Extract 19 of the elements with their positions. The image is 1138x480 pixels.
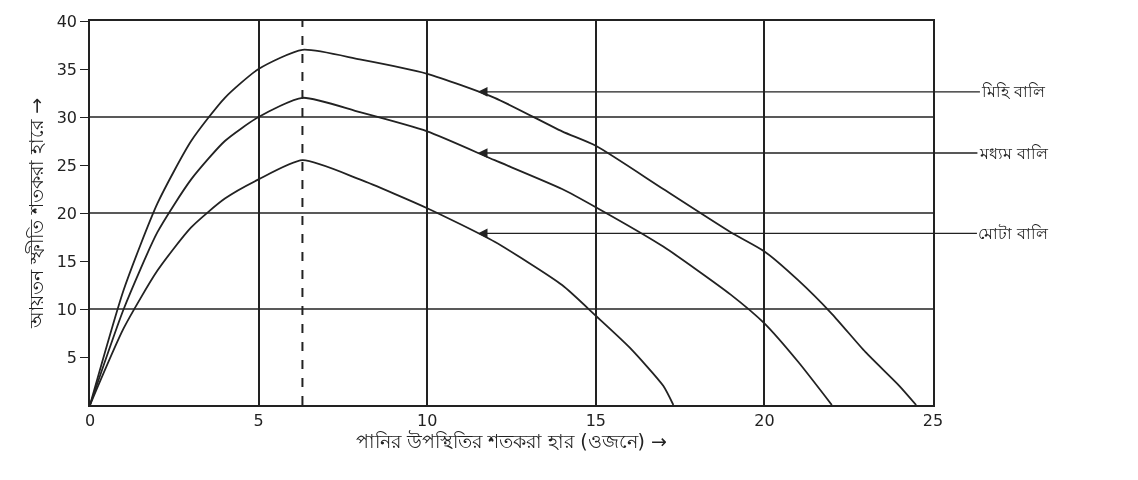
y-tick-label: 20 [56, 203, 78, 223]
y-tick-label: 10 [56, 299, 78, 319]
x-tick-label: 15 [585, 410, 606, 430]
y-tick-label: 40 [56, 11, 78, 31]
y-tick-label: 30 [56, 107, 78, 127]
x-tick-label: 10 [417, 410, 438, 430]
y-tick-label: 15 [56, 251, 78, 271]
y-tick-label: 5 [66, 347, 78, 367]
x-tick-label: 25 [922, 410, 944, 430]
y-tick-label: 35 [56, 59, 78, 79]
y-axis-title: আয়তন স্ফীতি শতকরা হারে → [25, 97, 48, 330]
text: মধ্যম বালি [979, 144, 1050, 163]
y-tick-label: 25 [56, 155, 78, 175]
text: মোটা বালি [978, 224, 1050, 243]
text: মিহি বালি [981, 82, 1047, 101]
x-tick-label: 5 [253, 410, 264, 430]
x-tick-label: 0 [84, 410, 96, 430]
x-axis-title: পানির উপস্থিতির শতকরা হার (ওজনে) → [356, 430, 667, 453]
x-tick-label: 20 [754, 410, 775, 430]
